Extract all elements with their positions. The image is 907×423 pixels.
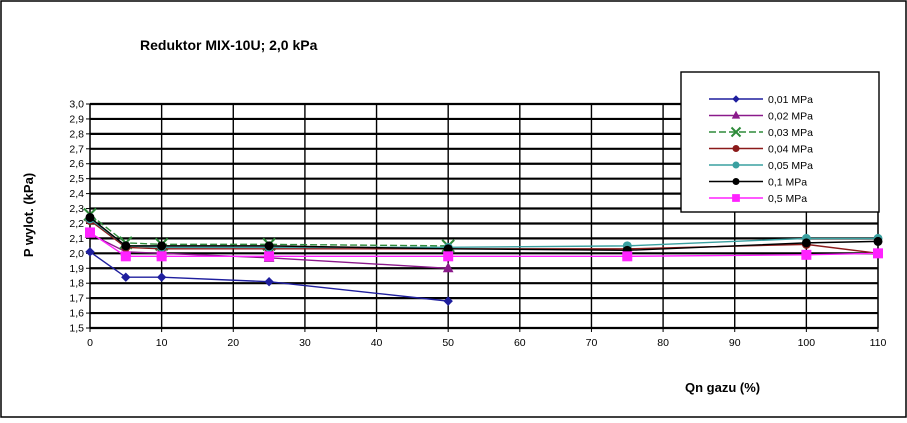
- data-point: [156, 251, 167, 262]
- y-tick-label: 1,8: [69, 278, 84, 290]
- data-point: [264, 241, 274, 251]
- legend-marker: [730, 126, 742, 138]
- y-tick-label: 1,5: [69, 323, 84, 335]
- y-tick-label: 2,3: [69, 203, 84, 215]
- y-tick-label: 2,0: [69, 248, 84, 260]
- x-tick-label: 10: [156, 337, 168, 349]
- data-point: [264, 251, 275, 262]
- legend-entry: 0,01 MPa: [709, 94, 813, 106]
- data-point: [121, 272, 131, 282]
- data-point: [85, 247, 95, 257]
- data-point: [873, 248, 883, 259]
- x-tick-label: 90: [729, 337, 741, 349]
- x-tick-label: 80: [657, 337, 669, 349]
- legend-label: 0,01 MPa: [768, 94, 813, 106]
- x-tick-label: 40: [371, 337, 383, 349]
- data-point: [801, 249, 812, 260]
- data-point: [443, 251, 454, 262]
- data-point: [443, 296, 453, 306]
- legend-entry: 0,5 MPa: [709, 193, 807, 205]
- legend-label: 0,03 MPa: [768, 127, 813, 139]
- data-point: [121, 241, 131, 251]
- y-tick-label: 2,7: [69, 143, 84, 155]
- y-tick-label: 1,9: [69, 263, 84, 275]
- x-tick-label: 70: [586, 337, 598, 349]
- x-tick-label: 60: [514, 337, 526, 349]
- legend-label: 0,04 MPa: [768, 144, 813, 156]
- x-axis-label: Qn gazu (%): [685, 380, 760, 395]
- x-tick-label: 0: [87, 337, 93, 349]
- series-6: [85, 212, 883, 255]
- series-line: [89, 231, 879, 258]
- x-tick-label: 110: [870, 337, 887, 349]
- legend-marker: [731, 110, 741, 119]
- x-tick-label: 20: [227, 337, 239, 349]
- marker-stroke: [730, 126, 742, 138]
- legend-entry: 0,02 MPa: [709, 111, 813, 123]
- data-point: [801, 238, 811, 248]
- legend-label: 0,1 MPa: [768, 177, 807, 189]
- legend-label: 0,05 MPa: [768, 160, 813, 172]
- y-tick-label: 2,2: [69, 218, 84, 230]
- chart-title: Reduktor MIX-10U; 2,0 kPa: [140, 37, 318, 53]
- axis-ticks: 1,5 1,6 1,7 1,8 1,9 2,0 2,1 2,2 2,3 2,4 2,5 2,6 2,7 2…: [69, 99, 886, 350]
- data-point: [442, 262, 454, 273]
- data-point: [156, 272, 167, 282]
- legend-marker: [732, 95, 740, 103]
- legend-marker: [732, 178, 740, 185]
- series-line: [89, 216, 879, 252]
- legend-marker: [732, 145, 740, 152]
- y-tick-label: 1,6: [69, 308, 84, 320]
- data-point: [85, 212, 95, 222]
- data-point: [264, 276, 274, 287]
- series-1: [85, 247, 453, 306]
- data-point: [120, 251, 131, 262]
- data-point: [85, 227, 95, 238]
- legend: 0,01 MPa 0,02 MPa 0,03 MPa 0,04 MPa 0,05 MPa…: [680, 71, 880, 213]
- legend-label: 0,5 MPa: [768, 193, 807, 205]
- y-tick-label: 2,6: [69, 158, 84, 170]
- y-tick-label: 2,4: [69, 188, 84, 200]
- y-axis-label: P wylot. (kPa): [21, 173, 36, 257]
- series-line: [89, 219, 879, 255]
- y-tick-label: 2,5: [69, 173, 84, 185]
- data-point: [157, 241, 167, 251]
- y-tick-label: 2,1: [69, 233, 84, 245]
- legend-box: [680, 71, 880, 213]
- x-tick-label: 30: [299, 337, 311, 349]
- data-point: [873, 236, 883, 246]
- legend-entry: 0,1 MPa: [709, 177, 807, 189]
- y-tick-label: 2,8: [69, 128, 84, 140]
- y-tick-label: 3,0: [69, 99, 84, 111]
- legend-entry: 0,04 MPa: [709, 144, 813, 156]
- legend-label: 0,02 MPa: [768, 111, 813, 123]
- x-tick-label: 50: [442, 337, 454, 349]
- legend-marker: [732, 161, 740, 169]
- legend-entry: 0,03 MPa: [709, 126, 813, 139]
- x-tick-label: 100: [798, 337, 816, 349]
- legend-entry: 0,05 MPa: [709, 160, 813, 172]
- y-tick-label: 1,7: [69, 293, 84, 305]
- series-7: [85, 227, 883, 262]
- legend-marker: [732, 194, 740, 202]
- y-tick-label: 2,9: [69, 113, 84, 125]
- data-point: [622, 251, 633, 262]
- series-layer: [83, 207, 883, 306]
